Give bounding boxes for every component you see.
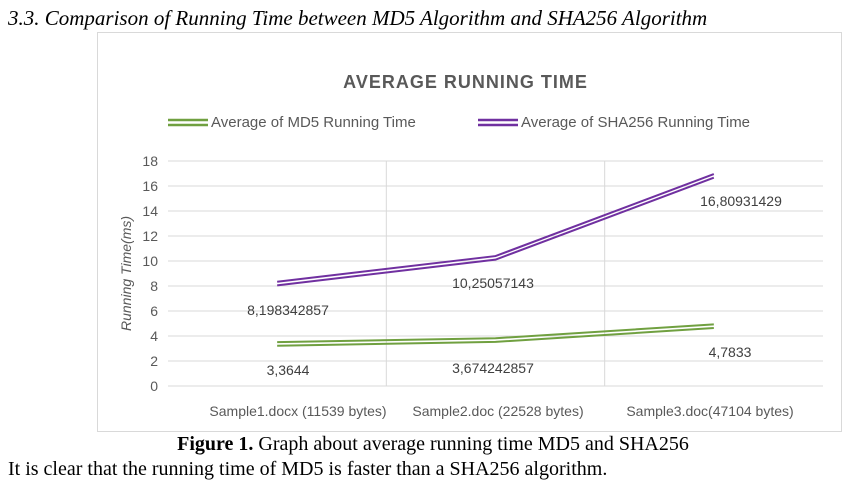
data-label: 8,198342857: [247, 302, 329, 318]
body-paragraph: It is clear that the running time of MD5…: [8, 458, 608, 480]
series-line-lower-1: [277, 176, 715, 287]
y-tick-label: 4: [150, 328, 158, 344]
legend-label-0: Average of MD5 Running Time: [211, 114, 416, 131]
series-line-upper-0: [277, 323, 714, 344]
y-tick-label: 0: [150, 378, 158, 394]
figure-caption-text: Graph about average running time MD5 and…: [253, 433, 689, 455]
y-tick-label: 18: [142, 153, 158, 169]
data-label: 10,25057143: [452, 275, 534, 291]
y-axis-label: Running Time(ms): [118, 216, 134, 331]
figure-caption: Figure 1. Graph about average running ti…: [0, 433, 866, 456]
y-tick-label: 12: [142, 228, 158, 244]
legend-label-1: Average of SHA256 Running Time: [521, 114, 750, 131]
x-tick-label: Sample1.docx (11539 bytes): [209, 403, 386, 419]
data-label: 16,80931429: [700, 193, 782, 209]
y-tick-label: 16: [142, 178, 158, 194]
figure-label: Figure 1.: [177, 433, 254, 455]
data-label: 3,674242857: [452, 360, 534, 376]
x-tick-label: Sample3.doc(47104 bytes): [626, 403, 793, 419]
x-tick-label: Sample2.doc (22528 bytes): [412, 403, 583, 419]
data-label: 3,3644: [267, 362, 310, 378]
series-line-lower-0: [277, 327, 714, 347]
line-chart: AVERAGE RUNNING TIME Average of MD5 Runni…: [118, 72, 823, 419]
data-label: 4,7833: [709, 344, 752, 360]
y-tick-label: 14: [142, 203, 158, 219]
section-heading: 3.3. Comparison of Running Time between …: [8, 6, 708, 30]
y-tick-label: 2: [150, 353, 158, 369]
chart-title: AVERAGE RUNNING TIME: [343, 72, 588, 92]
chart-frame: AVERAGE RUNNING TIME Average of MD5 Runni…: [97, 32, 842, 432]
y-tick-label: 6: [150, 303, 158, 319]
series-line-upper-1: [277, 173, 715, 283]
y-tick-label: 8: [150, 278, 158, 294]
y-tick-label: 10: [142, 253, 158, 269]
